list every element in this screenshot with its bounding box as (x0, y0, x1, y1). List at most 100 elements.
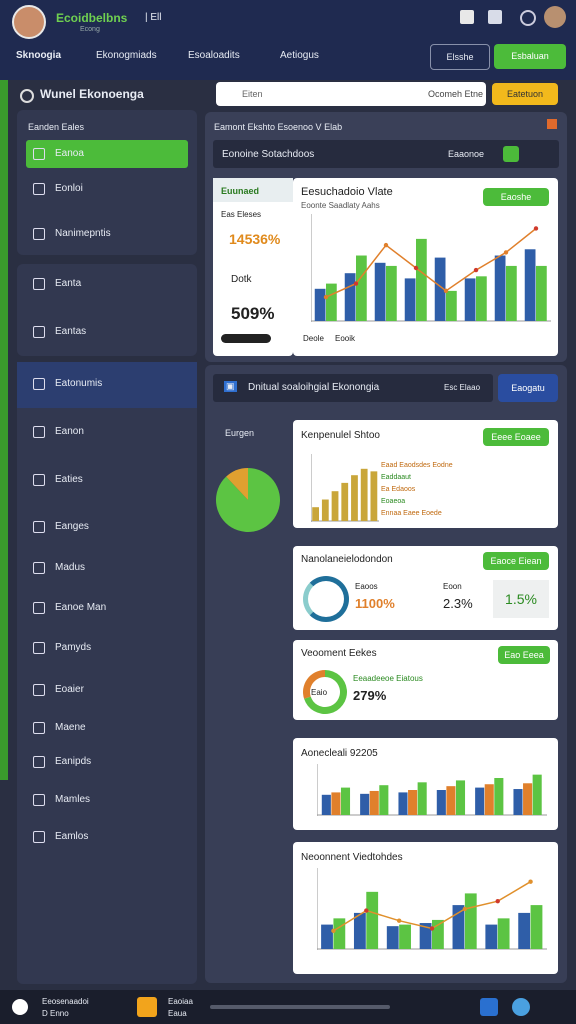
bar (506, 265, 517, 321)
toolbar (213, 140, 559, 168)
edge (0, 80, 8, 780)
button[interactable]: Eao Eeea (498, 646, 550, 664)
app-icon[interactable] (480, 998, 498, 1016)
bar (366, 891, 379, 949)
icon (33, 521, 45, 533)
legend: Deole (303, 334, 324, 343)
icon[interactable] (460, 10, 474, 24)
button[interactable]: Eaogatu (498, 374, 558, 402)
icon[interactable] (520, 10, 536, 26)
app-icon[interactable] (137, 997, 157, 1017)
bar (370, 471, 378, 521)
button[interactable]: Eatetuon (492, 83, 558, 105)
chart-card: Kenpenulel Shtoo Eeee Eoaee Eaad Eaodsde… (293, 420, 558, 528)
bar (404, 278, 416, 321)
close[interactable] (547, 119, 557, 129)
nav-item[interactable]: Nanimepntis (55, 228, 111, 239)
point (495, 899, 500, 904)
bar (341, 482, 349, 521)
point (364, 908, 369, 913)
panel-title: Eamont Ekshto Esoenoo V Elab (214, 122, 343, 132)
bar (344, 273, 356, 321)
point (503, 250, 509, 255)
bar (386, 265, 397, 321)
nav-item[interactable]: Eanoe Man (55, 602, 107, 613)
nav-item[interactable]: Madus (55, 562, 86, 573)
highlight (17, 362, 197, 408)
search-box[interactable] (216, 82, 486, 106)
nav-item[interactable]: Eanoa (55, 148, 84, 159)
bar (321, 924, 333, 949)
nav-item[interactable]: Eantas (55, 326, 87, 337)
bar (530, 905, 543, 949)
nav-item[interactable]: Eoaier (55, 684, 84, 695)
nav-item[interactable]: Eamlos (55, 831, 89, 842)
start[interactable] (12, 999, 28, 1015)
button[interactable]: Esbaluan (494, 44, 566, 69)
button[interactable]: Eaoshe (483, 188, 549, 206)
bar (321, 794, 331, 815)
nav-item[interactable]: Mamles (55, 794, 91, 805)
button[interactable]: Elsshe (430, 44, 490, 70)
legend: Eoaeoa (381, 498, 406, 505)
button[interactable]: Eaoce Eiean (483, 552, 549, 570)
legend: Ea Edaoos (381, 486, 416, 493)
nav-item[interactable]: Eanon (55, 426, 84, 437)
bar (518, 912, 531, 949)
pie-chart (216, 468, 280, 532)
button[interactable]: Eeee Eoaee (483, 428, 549, 446)
panel (17, 264, 197, 356)
active-item[interactable] (26, 140, 188, 168)
point (413, 265, 419, 271)
icon (33, 474, 45, 486)
card-title: Kenpenulel Shtoo (301, 430, 380, 441)
card-title: Nanolaneielodondon (301, 554, 393, 565)
icon (33, 228, 45, 240)
bar (464, 893, 477, 949)
bar (434, 257, 446, 321)
slider[interactable] (210, 1005, 390, 1009)
nav-item[interactable]: Maene (55, 722, 86, 733)
nav-link[interactable]: Ekonogmiads (96, 50, 157, 61)
app-icon[interactable] (512, 998, 530, 1016)
sub: Eas Eleses (221, 210, 262, 219)
legend: Eooik (335, 334, 356, 343)
avatar[interactable] (12, 5, 46, 39)
bar (360, 793, 370, 815)
icon (33, 562, 45, 574)
action[interactable]: Eaaonoe (448, 149, 485, 159)
nav-item[interactable]: Eanipds (55, 756, 92, 767)
stat: 14536% (229, 231, 281, 247)
avatar[interactable] (544, 6, 566, 28)
panel (17, 362, 197, 984)
bar (532, 774, 542, 815)
bar (333, 918, 346, 949)
point (443, 288, 449, 294)
nav-item[interactable]: Eanta (55, 278, 82, 289)
app-sub: Eaua (168, 1009, 187, 1018)
bar (331, 792, 341, 815)
nav-link[interactable]: Esoaloadits (188, 50, 240, 61)
icon[interactable] (488, 10, 502, 24)
point (528, 879, 533, 884)
stat: 1.5% (493, 580, 549, 618)
nav-item[interactable]: Eaties (55, 474, 83, 485)
point (323, 294, 329, 300)
app[interactable]: Eaoiaa (168, 997, 193, 1006)
app[interactable]: Eeosenaadoi (42, 997, 89, 1006)
nav-item[interactable]: Pamyds (55, 642, 92, 653)
subtitle: Eonoine Sotachdoos (222, 149, 315, 160)
nav-item[interactable]: Eonloi (55, 183, 83, 194)
stat: 279% (353, 688, 387, 703)
bar (446, 786, 456, 815)
nav-item[interactable]: Eatonumis (55, 378, 103, 389)
label: Eaoos (355, 582, 378, 591)
nav-link[interactable]: Sknoogia (16, 50, 62, 61)
legend: Eaddaaut (381, 474, 411, 481)
nav-item[interactable]: Eanges (55, 521, 89, 532)
slice (226, 468, 248, 500)
nav-link[interactable]: Aetiogus (280, 50, 319, 61)
section-title: Eanden Eales (28, 122, 85, 132)
icon[interactable] (503, 146, 519, 162)
stat-card: Nanolaneielodondon Eaoce Eiean Eaoos 110… (293, 546, 558, 630)
